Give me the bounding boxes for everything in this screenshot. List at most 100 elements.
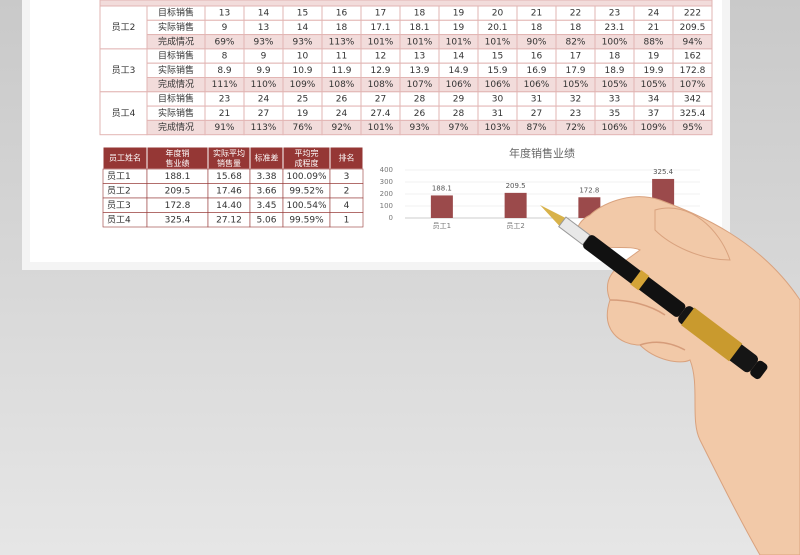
cell-value: 33 xyxy=(609,94,620,104)
summary-value: 员工1 xyxy=(107,171,131,182)
cell-value: 101% xyxy=(407,37,433,47)
summary-value: 99.52% xyxy=(289,186,324,196)
summary-header: 标准差 xyxy=(255,153,279,163)
cell-value: 91% xyxy=(214,123,234,133)
value-label: 325.4 xyxy=(653,168,674,176)
summary-value: 14.40 xyxy=(216,201,242,211)
cell-value: 100% xyxy=(602,37,628,47)
cell-value: 12 xyxy=(375,52,386,62)
summary-value: 209.5 xyxy=(165,186,191,196)
cell-value: 15 xyxy=(492,52,503,62)
y-tick-label: 300 xyxy=(380,178,393,186)
cell-value: 24 xyxy=(258,94,270,104)
cell-value: 31 xyxy=(492,109,503,119)
cell-value: 20 xyxy=(492,9,504,19)
summary-header: 平均完成程度 xyxy=(295,148,319,168)
summary-value: 员工4 xyxy=(107,214,131,225)
cell-value: 93% xyxy=(292,37,312,47)
cell-value: 107% xyxy=(407,80,433,90)
cell-value: 101% xyxy=(485,37,511,47)
cell-value: 25 xyxy=(297,94,308,104)
cell-value: 18 xyxy=(570,23,582,33)
cell-value: 95% xyxy=(682,123,702,133)
cell-value: 111% xyxy=(212,80,238,90)
cell-value: 31 xyxy=(531,94,542,104)
cell-value: 18.1 xyxy=(409,23,429,33)
summary-value: 员工3 xyxy=(107,200,131,211)
cell-value: 106% xyxy=(485,80,511,90)
cell-value: 90% xyxy=(526,37,546,47)
cell-value: 109% xyxy=(290,80,316,90)
cell-value: 19 xyxy=(453,9,465,19)
cell-value: 23 xyxy=(219,94,230,104)
summary-value: 27.12 xyxy=(216,215,242,225)
cell-value: 11 xyxy=(336,52,347,62)
cell-value: 97% xyxy=(448,123,468,133)
summary-header: 员工姓名 xyxy=(109,153,141,163)
cell-value: 28 xyxy=(414,94,426,104)
cell-value: 113% xyxy=(329,37,355,47)
row-label: 实际销售 xyxy=(158,107,194,119)
summary-header: 排名 xyxy=(339,153,355,163)
cell-value: 325.4 xyxy=(680,109,706,119)
cell-value: 35 xyxy=(609,109,620,119)
cell-value: 172.8 xyxy=(680,66,706,76)
row-label: 目标销售 xyxy=(158,92,194,104)
cut-row xyxy=(99,0,713,7)
cell-value: 14 xyxy=(453,52,465,62)
row-label: 实际销售 xyxy=(158,21,194,33)
cell-value: 106% xyxy=(602,123,628,133)
cell-value: 105% xyxy=(602,80,628,90)
cell-value: 101% xyxy=(368,123,394,133)
cell-value: 113% xyxy=(251,123,277,133)
cell-value: 93% xyxy=(253,37,273,47)
cell-value: 108% xyxy=(329,80,355,90)
cell-value: 19 xyxy=(453,23,465,33)
cell-value: 10.9 xyxy=(292,66,312,76)
cell-value: 23.1 xyxy=(604,23,624,33)
cell-value: 105% xyxy=(641,80,667,90)
cell-value: 14.9 xyxy=(448,66,468,76)
cell-value: 22 xyxy=(570,9,581,19)
cell-value: 9.9 xyxy=(256,66,271,76)
summary-value: 325.4 xyxy=(165,215,191,225)
summary-value: 员工2 xyxy=(107,185,131,196)
summary-value: 5.06 xyxy=(256,215,276,225)
row-label: 实际销售 xyxy=(158,64,194,76)
cell-value: 16 xyxy=(336,9,348,19)
cell-value: 20.1 xyxy=(487,23,507,33)
summary-value: 1 xyxy=(344,215,350,225)
cell-value: 14 xyxy=(258,9,270,19)
summary-value: 172.8 xyxy=(165,201,191,211)
cell-value: 82% xyxy=(565,37,585,47)
cell-value: 15.9 xyxy=(487,66,507,76)
x-tick-label: 员工1 xyxy=(433,222,451,230)
summary-value: 15.68 xyxy=(216,172,242,182)
summary-value: 99.59% xyxy=(289,215,324,225)
cell-value: 107% xyxy=(680,80,706,90)
cell-value: 28 xyxy=(453,109,465,119)
cell-value: 21 xyxy=(219,109,230,119)
row-label: 目标销售 xyxy=(158,50,194,62)
cell-value: 23 xyxy=(609,9,620,19)
summary-value: 100.09% xyxy=(286,172,326,182)
summary-value: 3.66 xyxy=(256,186,276,196)
hand-illustration xyxy=(540,196,800,555)
cell-value: 87% xyxy=(526,123,546,133)
cell-value: 17 xyxy=(375,9,386,19)
y-tick-label: 400 xyxy=(380,166,393,174)
cell-value: 18 xyxy=(336,23,348,33)
cell-value: 18.9 xyxy=(604,66,624,76)
cell-value: 9 xyxy=(222,23,228,33)
cell-value: 162 xyxy=(684,52,701,62)
cell-value: 8.9 xyxy=(217,66,232,76)
cell-value: 18 xyxy=(531,23,543,33)
chart-title: 年度销售业绩 xyxy=(509,146,575,160)
employee-name: 员工4 xyxy=(112,108,136,119)
summary-value: 2 xyxy=(344,186,350,196)
cell-value: 101% xyxy=(446,37,472,47)
cell-value: 8 xyxy=(222,52,228,62)
summary-header: 年度销售业绩 xyxy=(166,148,190,168)
cell-value: 23 xyxy=(570,109,581,119)
